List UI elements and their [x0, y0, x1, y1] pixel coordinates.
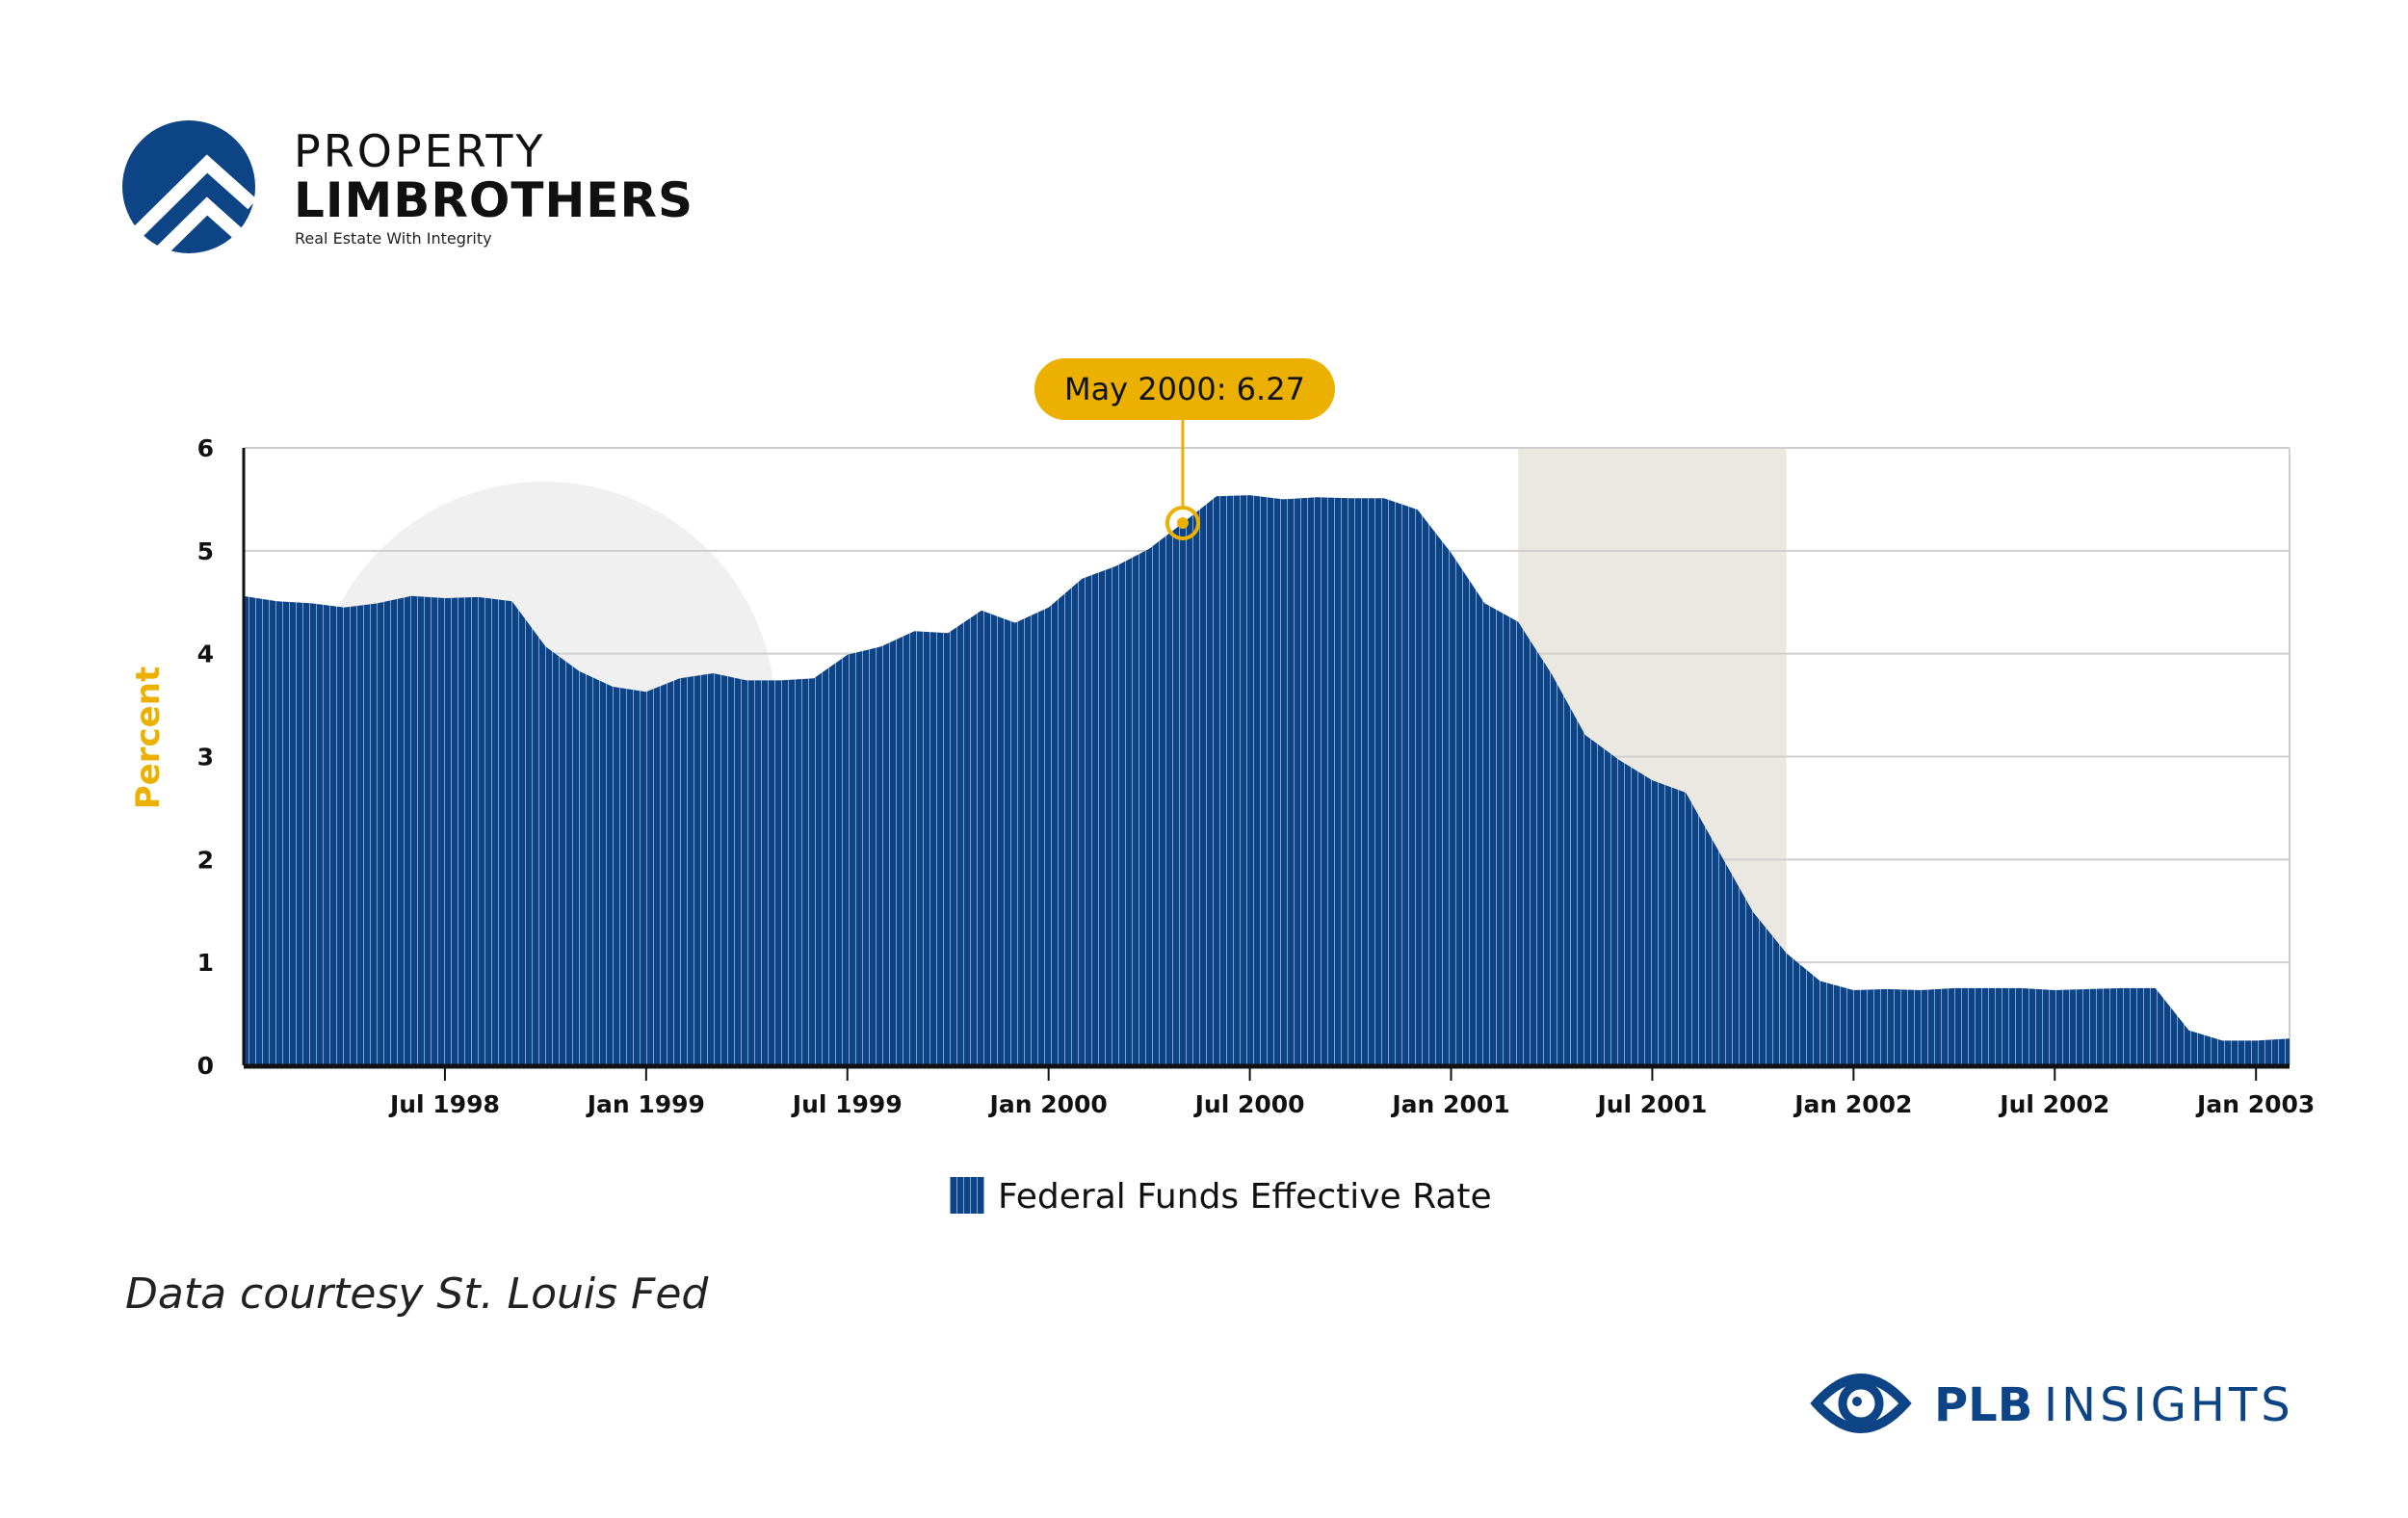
annotation-text: May 2000: 6.27: [1064, 371, 1305, 407]
annotation-ring: [1165, 505, 1200, 540]
x-tick-label: Jan 2003: [2195, 1090, 2315, 1118]
x-tick-label: Jul 1998: [388, 1090, 500, 1118]
y-tick-label: 1: [197, 949, 214, 977]
x-tick-label: Jan 2001: [1390, 1090, 1509, 1118]
tooltip-annotation: May 2000: 6.27: [1034, 358, 1335, 540]
axes: [242, 448, 2290, 1069]
y-tick-label: 5: [197, 537, 214, 565]
x-tick-label: Jul 1999: [791, 1090, 903, 1118]
y-axis-label: Percent: [129, 667, 168, 809]
brand-name-line1: PROPERTY: [294, 125, 546, 177]
brand-name-line2: LIMBROTHERS: [294, 172, 694, 228]
x-axis-ticks: Jul 1998 Jan 1999 Jul 1999 Jan 2000 Jul 2000…: [388, 1065, 2315, 1118]
x-tick-label: Jul 2002: [1998, 1090, 2109, 1118]
legend[interactable]: Federal Funds Effective Rate: [950, 1177, 1492, 1217]
y-tick-label: 2: [197, 846, 214, 874]
logo-roof-icon: [130, 154, 257, 240]
brand-tagline: Real Estate With Integrity: [295, 229, 492, 248]
eye-icon: [1810, 1374, 1912, 1433]
y-tick-label: 6: [197, 434, 214, 462]
x-tick-label: Jan 2002: [1793, 1090, 1912, 1118]
insights-brand-bold: PLB: [1934, 1378, 2032, 1432]
area-series: [244, 495, 2290, 1065]
y-tick-label: 0: [197, 1052, 214, 1080]
legend-label: Federal Funds Effective Rate: [998, 1177, 1492, 1217]
annotation-point: [1176, 516, 1189, 529]
brand-logo: PROPERTY LIMBROTHERS Real Estate With In…: [122, 120, 694, 263]
annotation-pill: [1034, 358, 1335, 420]
area-fill: [244, 495, 2290, 1065]
x-tick-label: Jan 1999: [586, 1090, 705, 1118]
insights-brand-text: INSIGHTS: [2044, 1378, 2294, 1432]
logo-roof-lower-icon: [149, 196, 257, 263]
x-tick-label: Jul 2000: [1193, 1090, 1305, 1118]
x-tick-label: Jan 2000: [988, 1090, 1108, 1118]
y-tick-label: 4: [197, 641, 214, 668]
legend-swatch: [950, 1177, 984, 1214]
y-axis-ticks: 0 1 2 3 4 5 6: [197, 434, 214, 1080]
x-tick-label: Jul 2001: [1595, 1090, 1707, 1118]
y-tick-label: 3: [197, 744, 214, 772]
plb-insights-logo: PLB INSIGHTS: [1810, 1374, 2294, 1433]
source-note: Data courtesy St. Louis Fed: [125, 1269, 709, 1319]
